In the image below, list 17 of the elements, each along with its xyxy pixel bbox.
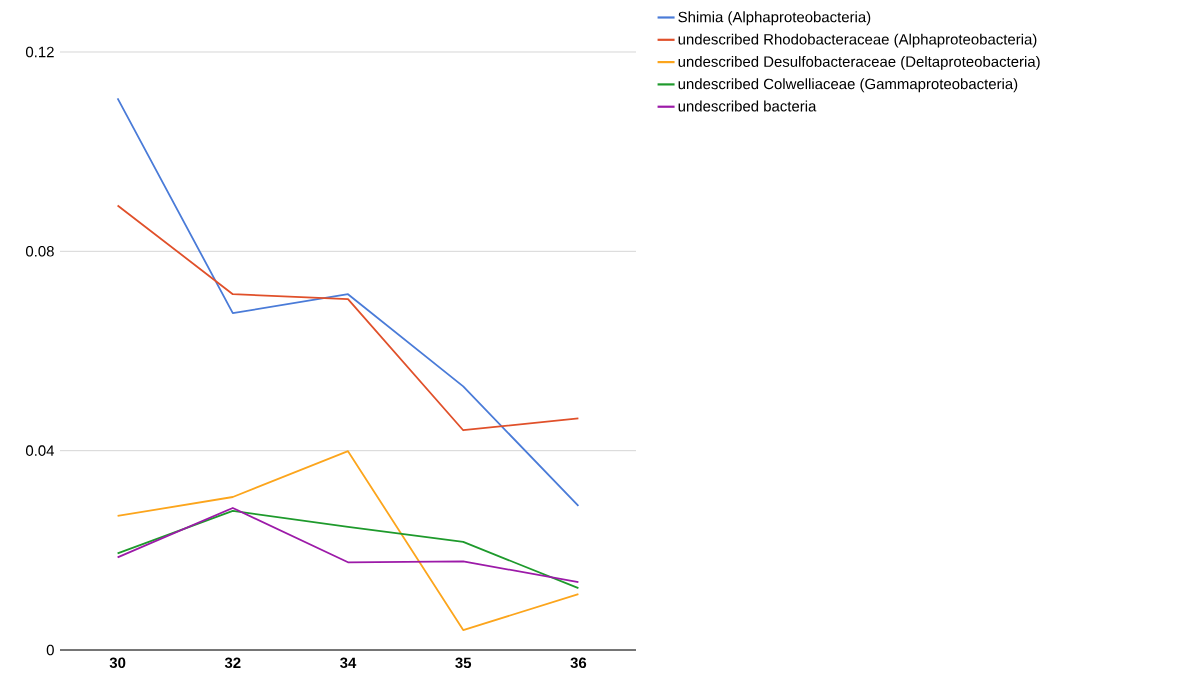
y-tick-label: 0.04 (25, 445, 55, 456)
legend-label: undescribed Desulfobacteraceae (Deltaproteobacteria) (678, 55, 1040, 70)
x-tick-label: 30 (109, 657, 126, 669)
y-tick-label: 0.12 (25, 46, 54, 58)
y-tick-label: 0 (46, 644, 54, 656)
legend-label: undescribed Rhodobacteraceae (Alphaproteobacteria) (678, 33, 1037, 48)
legend-label: Shimia (Alphaproteobacteria) (678, 11, 871, 26)
line-series (116, 450, 580, 631)
x-tick-label: 34 (340, 657, 357, 669)
x-tick-label: 35 (455, 657, 472, 669)
legend-label: undescribed bacteria (678, 100, 817, 112)
line-series (116, 204, 580, 432)
legend-label: undescribed Colwelliaceae (Gammaproteobacteria) (678, 78, 1018, 93)
x-tick-label: 36 (570, 657, 587, 669)
y-tick-label: 0.08 (25, 246, 54, 257)
x-tick-label: 32 (224, 657, 241, 669)
line-series (116, 97, 580, 507)
